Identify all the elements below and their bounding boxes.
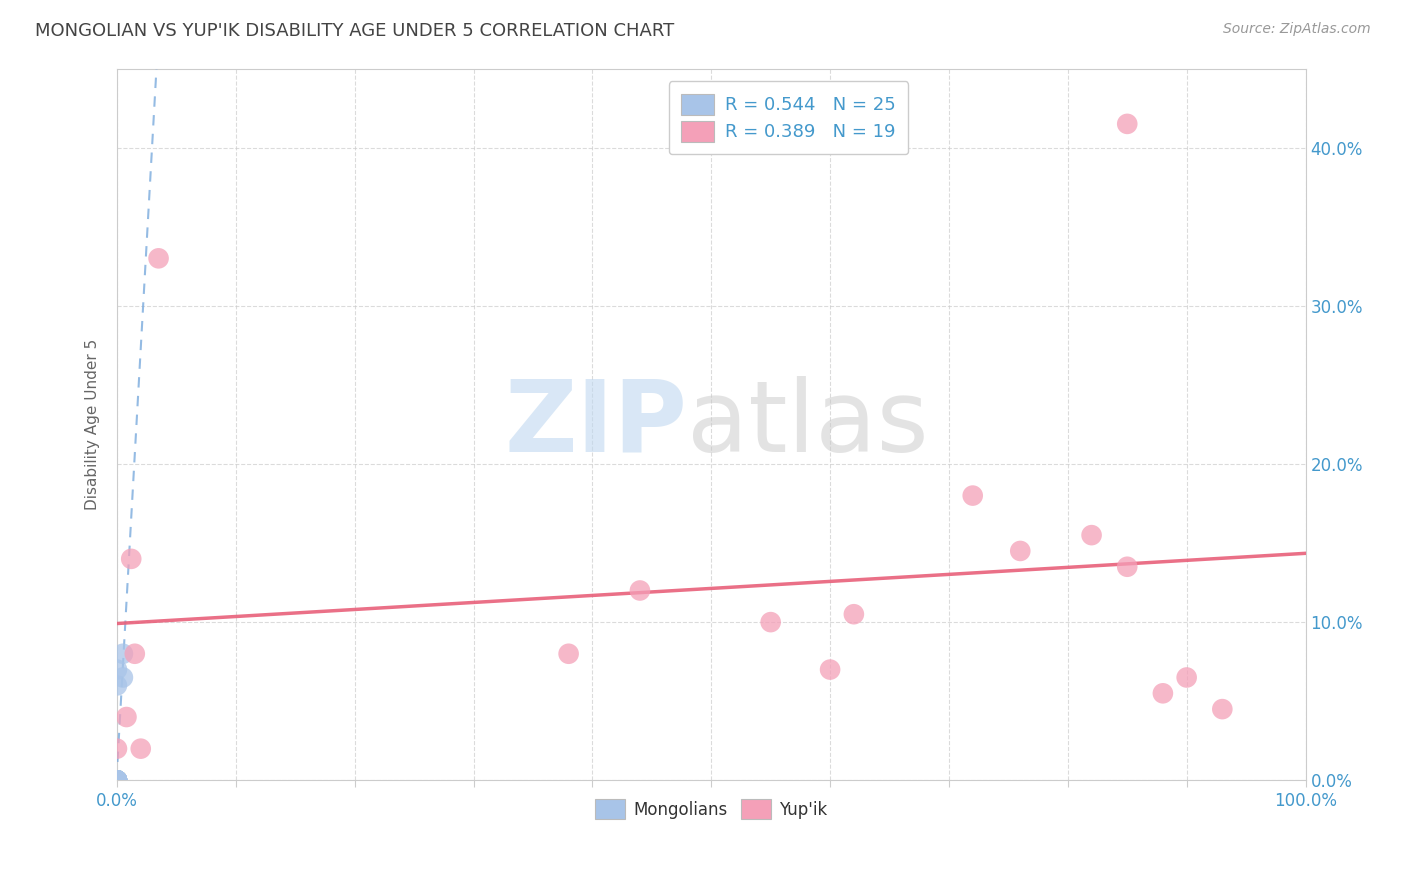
Point	[557, 647, 579, 661]
Point	[1080, 528, 1102, 542]
Point	[818, 663, 841, 677]
Point	[105, 773, 128, 788]
Point	[105, 773, 128, 788]
Legend: Mongolians, Yup'ik: Mongolians, Yup'ik	[588, 793, 834, 825]
Point	[105, 773, 128, 788]
Point	[1010, 544, 1032, 558]
Point	[111, 647, 134, 661]
Point	[1211, 702, 1233, 716]
Point	[759, 615, 782, 629]
Point	[962, 489, 984, 503]
Point	[105, 741, 128, 756]
Point	[105, 773, 128, 788]
Point	[105, 663, 128, 677]
Point	[105, 773, 128, 788]
Point	[105, 773, 128, 788]
Text: ZIP: ZIP	[505, 376, 688, 473]
Point	[1116, 117, 1139, 131]
Point	[105, 773, 128, 788]
Point	[1152, 686, 1174, 700]
Point	[115, 710, 138, 724]
Point	[105, 773, 128, 788]
Point	[105, 773, 128, 788]
Point	[105, 773, 128, 788]
Point	[105, 773, 128, 788]
Text: Source: ZipAtlas.com: Source: ZipAtlas.com	[1223, 22, 1371, 37]
Point	[105, 773, 128, 788]
Point	[105, 773, 128, 788]
Point	[148, 252, 170, 266]
Point	[1175, 671, 1198, 685]
Point	[111, 671, 134, 685]
Point	[105, 773, 128, 788]
Point	[105, 773, 128, 788]
Point	[105, 773, 128, 788]
Point	[628, 583, 651, 598]
Point	[120, 552, 142, 566]
Point	[124, 647, 146, 661]
Text: MONGOLIAN VS YUP'IK DISABILITY AGE UNDER 5 CORRELATION CHART: MONGOLIAN VS YUP'IK DISABILITY AGE UNDER…	[35, 22, 675, 40]
Point	[842, 607, 865, 622]
Point	[105, 773, 128, 788]
Point	[129, 741, 152, 756]
Y-axis label: Disability Age Under 5: Disability Age Under 5	[86, 339, 100, 510]
Point	[105, 773, 128, 788]
Point	[105, 773, 128, 788]
Point	[105, 773, 128, 788]
Point	[1116, 559, 1139, 574]
Text: atlas: atlas	[688, 376, 929, 473]
Point	[105, 678, 128, 692]
Point	[105, 773, 128, 788]
